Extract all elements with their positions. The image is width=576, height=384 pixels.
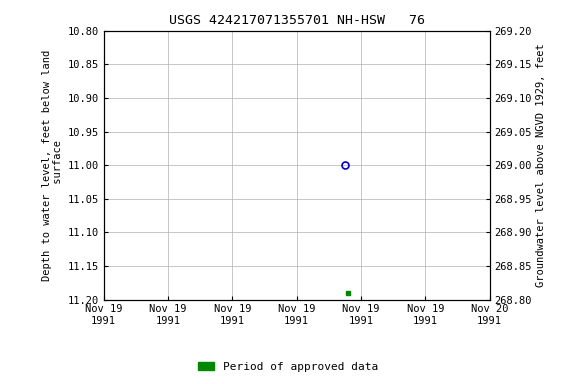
Y-axis label: Groundwater level above NGVD 1929, feet: Groundwater level above NGVD 1929, feet — [536, 43, 546, 287]
Y-axis label: Depth to water level, feet below land
 surface: Depth to water level, feet below land su… — [42, 50, 63, 281]
Title: USGS 424217071355701 NH-HSW   76: USGS 424217071355701 NH-HSW 76 — [169, 14, 425, 27]
Legend: Period of approved data: Period of approved data — [193, 358, 383, 377]
